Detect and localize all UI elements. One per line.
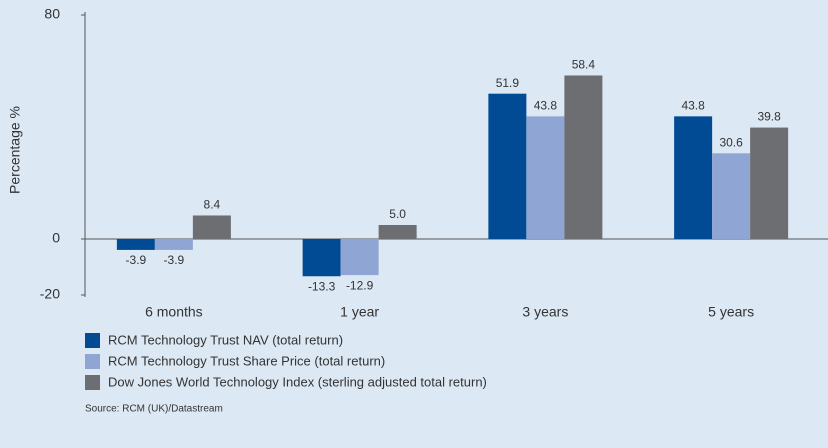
bar [340, 239, 379, 276]
y-tick-label: -20 [40, 286, 60, 302]
value-label: 8.4 [204, 198, 221, 212]
value-label: -3.9 [164, 253, 185, 267]
x-tick-label: 3 years [522, 304, 568, 320]
bar [192, 215, 231, 239]
legend-label: RCM Technology Trust NAV (total return) [108, 332, 343, 347]
legend-label: Dow Jones World Technology Index (sterli… [108, 374, 487, 389]
legend-swatch [85, 333, 100, 348]
y-tick-label: 80 [44, 6, 60, 22]
bar [488, 93, 527, 240]
value-label: 51.9 [496, 76, 520, 90]
value-label: 43.8 [534, 99, 558, 113]
value-label: 58.4 [572, 58, 596, 72]
x-tick-label: 1 year [340, 304, 379, 320]
y-axis-label: Percentage % [7, 106, 23, 194]
bar [526, 116, 565, 239]
value-label: -13.3 [308, 279, 336, 293]
bar [378, 225, 417, 239]
value-label: -3.9 [126, 253, 147, 267]
legend-label: RCM Technology Trust Share Price (total … [108, 353, 385, 368]
x-tick-label: 5 years [708, 304, 754, 320]
legend-swatch [85, 354, 100, 369]
source: Source: RCM (UK)/Datastream [85, 404, 223, 415]
x-tick-label: 6 months [145, 304, 203, 320]
bar [154, 239, 193, 250]
bar [750, 127, 789, 239]
value-label: 5.0 [389, 207, 406, 221]
bar [302, 239, 341, 277]
legend-swatch [85, 375, 100, 390]
value-label: 39.8 [757, 110, 781, 124]
bar [674, 116, 713, 239]
bar [564, 75, 603, 239]
value-label: 43.8 [681, 99, 705, 113]
bar [712, 153, 751, 239]
y-tick-label: 0 [52, 230, 60, 246]
value-label: 30.6 [719, 135, 743, 149]
bar [116, 239, 155, 250]
value-label: -12.9 [346, 278, 374, 292]
